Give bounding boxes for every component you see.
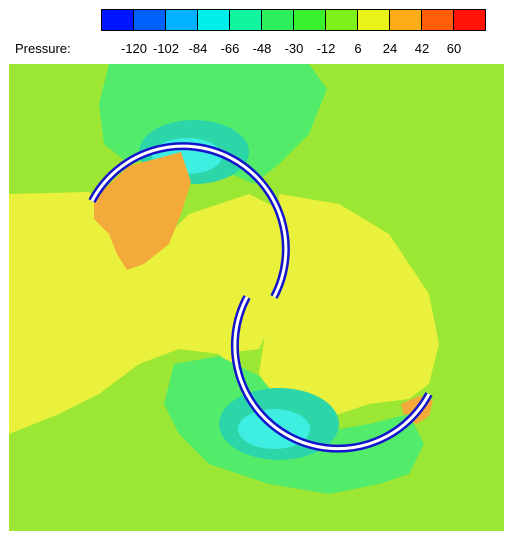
legend-swatch (101, 9, 134, 31)
upper-rotor-blade (88, 142, 290, 299)
legend-swatch (197, 9, 230, 31)
legend-swatch (133, 9, 166, 31)
legend-swatch (293, 9, 326, 31)
legend-swatch (357, 9, 390, 31)
legend-tick-label: 24 (382, 41, 398, 56)
legend-tick-label: 42 (414, 41, 430, 56)
peak-pressure-region-left (94, 152, 191, 270)
legend-swatch (229, 9, 262, 31)
legend-tick-label: -30 (284, 41, 304, 56)
legend-tick-label: -66 (220, 41, 240, 56)
legend-tick-label: 60 (446, 41, 462, 56)
legend-tick-label: -102 (152, 41, 180, 56)
high-pressure-region-right (259, 194, 439, 424)
legend-tick-label: -48 (252, 41, 272, 56)
legend-swatch (421, 9, 454, 31)
lower-rotor-blade (230, 295, 433, 453)
legend-swatch (389, 9, 422, 31)
legend-tick-label: -12 (316, 41, 336, 56)
legend-color-bar (101, 9, 486, 31)
high-pressure-region-left (9, 192, 241, 434)
legend-swatch (325, 9, 358, 31)
legend-tick-label: -84 (188, 41, 208, 56)
legend-tick-label: -120 (120, 41, 148, 56)
legend-tick-label: 6 (354, 41, 362, 56)
legend-swatch (453, 9, 486, 31)
legend-swatch (165, 9, 198, 31)
pressure-field-plot (9, 64, 504, 531)
high-pressure-region-center (139, 194, 289, 354)
pressure-legend: Pressure: -120 -102 -84 -66 -48 -30 -12 6 24 42 60 (0, 0, 513, 64)
legend-swatch (261, 9, 294, 31)
legend-title: Pressure: (15, 41, 71, 56)
